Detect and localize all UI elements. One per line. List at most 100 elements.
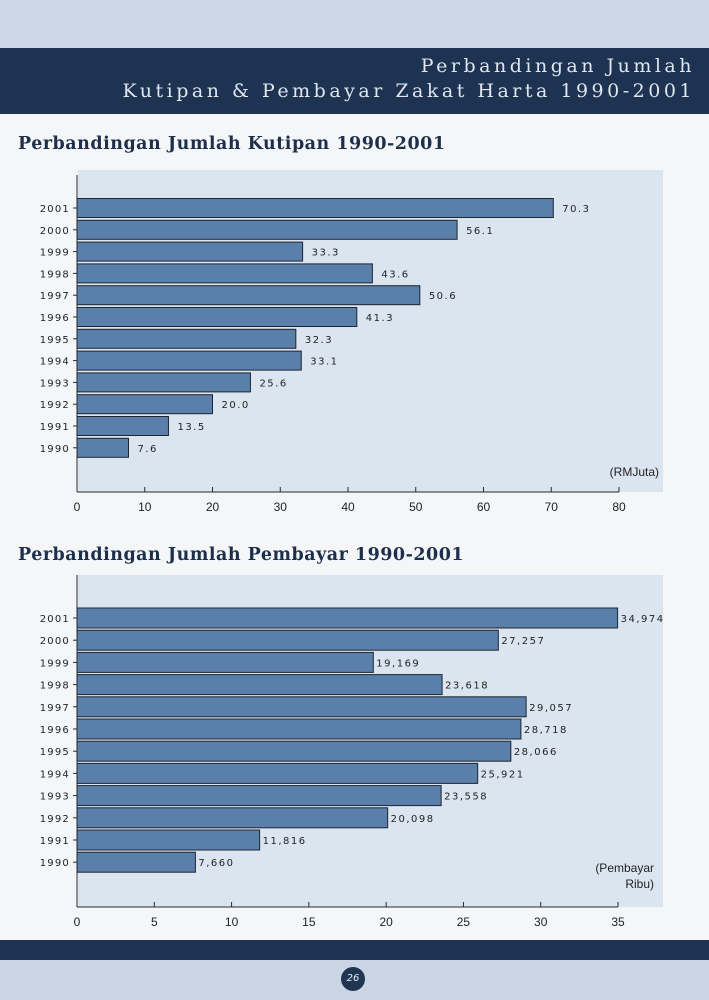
- x-tick-label: 80: [612, 500, 626, 514]
- category-label: 1995: [40, 335, 70, 346]
- value-label: 28,066: [514, 747, 558, 758]
- value-label: 7.6: [137, 444, 157, 455]
- category-label: 2001: [40, 614, 70, 625]
- value-label: 33.3: [312, 248, 340, 259]
- category-label: 1990: [40, 858, 70, 869]
- value-label: 7,660: [198, 858, 234, 869]
- x-tick-label: 35: [611, 915, 625, 929]
- bar: [76, 740, 512, 762]
- category-label: 1990: [40, 444, 70, 455]
- header-title-line2: Kutipan & Pembayar Zakat Harta 1990-2001: [122, 80, 695, 102]
- chart-title-pembayar: Perbandingan Jumlah Pembayar 1990-2001: [18, 545, 465, 565]
- bar: [76, 437, 129, 458]
- value-label: 56.1: [466, 226, 494, 237]
- bar: [76, 807, 389, 829]
- unit-label: Ribu): [625, 877, 654, 891]
- bar: [76, 350, 302, 371]
- value-label: 11,816: [263, 836, 307, 847]
- bar: [76, 416, 169, 436]
- category-label: 1993: [40, 378, 70, 389]
- x-tick-label: 30: [274, 500, 288, 514]
- chart-pembayar: 0 5 10 15 20 25 30 35 2001 34,974 2000 27,257 1999 19…: [40, 575, 665, 929]
- x-tick-label: 30: [534, 915, 548, 929]
- category-label: 1996: [40, 725, 70, 736]
- bar: [76, 394, 213, 415]
- value-label: 19,169: [376, 658, 420, 669]
- value-label: 23,618: [445, 681, 489, 692]
- x-tick-label: 25: [457, 915, 471, 929]
- value-label: 20,098: [391, 814, 435, 825]
- category-label: 1992: [40, 400, 70, 411]
- category-label: 1998: [40, 269, 70, 280]
- x-tick-label: 15: [302, 915, 316, 929]
- footer-bar: [0, 940, 709, 960]
- bar: [76, 198, 554, 218]
- value-label: 33.1: [310, 357, 338, 368]
- x-tick-label: 50: [409, 500, 423, 514]
- bar: [76, 372, 251, 393]
- bar: [76, 651, 374, 673]
- bar: [76, 696, 527, 718]
- category-label: 1991: [40, 422, 70, 433]
- category-label: 1993: [40, 792, 70, 803]
- bar: [76, 285, 421, 306]
- value-label: 29,057: [529, 703, 573, 714]
- bar: [76, 263, 373, 284]
- bar: [76, 785, 442, 807]
- category-label: 1994: [40, 357, 70, 368]
- category-label: 1991: [40, 836, 70, 847]
- x-tick-label: 0: [74, 915, 81, 929]
- category-label: 1997: [40, 291, 70, 302]
- bar: [76, 629, 499, 651]
- value-label: 43.6: [381, 269, 409, 280]
- page-number: 26: [341, 967, 365, 991]
- top-band: [0, 0, 709, 48]
- category-label: 1999: [40, 658, 70, 669]
- category-label: 1996: [40, 313, 70, 324]
- header-title-line1: Perbandingan Jumlah: [420, 55, 695, 77]
- category-label: 2000: [40, 226, 70, 237]
- x-tick-label: 20: [379, 915, 393, 929]
- category-label: 1992: [40, 814, 70, 825]
- category-label: 2000: [40, 636, 70, 647]
- value-label: 25,921: [481, 769, 525, 780]
- chart-title-kutipan: Perbandingan Jumlah Kutipan 1990-2001: [18, 134, 446, 154]
- value-label: 23,558: [444, 792, 488, 803]
- header-title: Perbandingan Jumlah Kutipan & Pembayar Z…: [123, 54, 695, 104]
- value-label: 20.0: [222, 400, 250, 411]
- x-tick-label: 10: [138, 500, 152, 514]
- x-tick-label: 20: [206, 500, 220, 514]
- x-tick-label: 0: [74, 500, 81, 514]
- category-label: 2001: [40, 204, 70, 215]
- value-label: 70.3: [562, 204, 590, 215]
- bar: [76, 829, 261, 851]
- unit-label: (RMJuta): [610, 465, 659, 479]
- x-tick-label: 5: [151, 915, 158, 929]
- value-label: 27,257: [501, 636, 545, 647]
- bar: [76, 241, 304, 262]
- x-tick-label: 10: [225, 915, 239, 929]
- header-bar: Perbandingan Jumlah Kutipan & Pembayar Z…: [0, 48, 709, 114]
- bar: [76, 307, 358, 327]
- x-tick-label: 70: [545, 500, 559, 514]
- value-label: 28,718: [524, 725, 568, 736]
- bar: [76, 718, 522, 740]
- value-label: 13.5: [177, 422, 205, 433]
- value-label: 41.3: [366, 313, 394, 324]
- value-label: 25.6: [259, 378, 287, 389]
- value-label: 50.6: [429, 291, 457, 302]
- bar: [76, 328, 297, 349]
- category-label: 1994: [40, 769, 70, 780]
- bar: [76, 762, 479, 784]
- unit-label: (Pembayar: [595, 861, 654, 875]
- bar: [76, 851, 196, 873]
- category-label: 1998: [40, 681, 70, 692]
- x-tick-label: 60: [477, 500, 491, 514]
- value-label: 34,974: [621, 614, 665, 625]
- x-tick-label: 40: [341, 500, 355, 514]
- bar: [76, 219, 458, 240]
- chart-kutipan: 0 10 20 30 40 50 60 70 80 2001 70.3 2000 56.1 1999 33.…: [40, 170, 663, 514]
- category-label: 1997: [40, 703, 70, 714]
- bar: [76, 674, 443, 696]
- bar: [76, 607, 619, 629]
